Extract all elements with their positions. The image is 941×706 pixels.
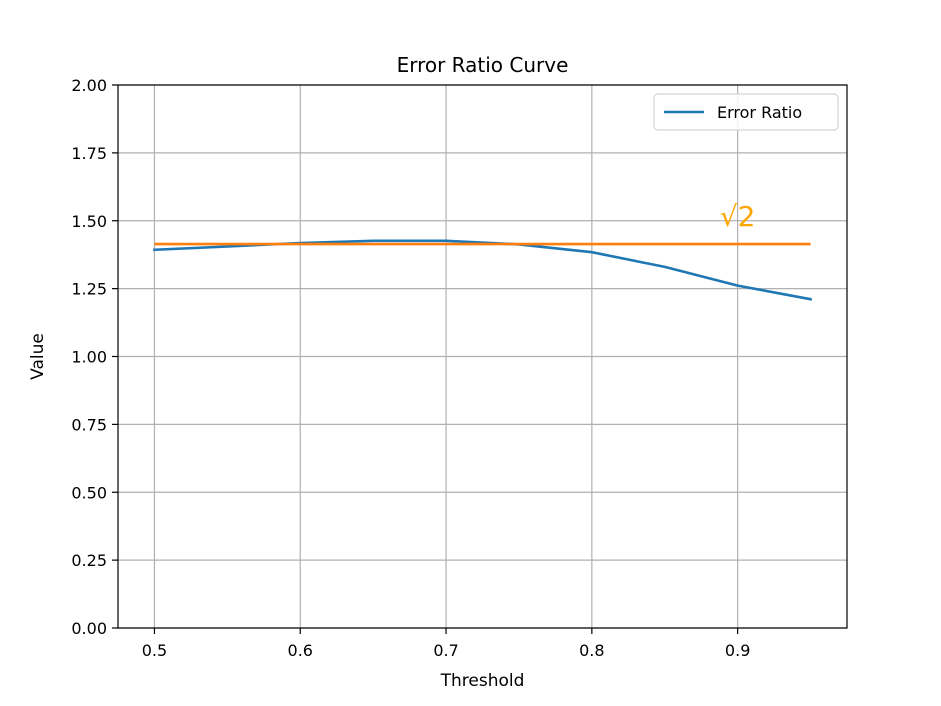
legend: Error Ratio [653, 93, 839, 131]
x-tick-label: 0.6 [288, 641, 313, 660]
y-tick-label: 0.50 [71, 483, 107, 502]
y-tick-label: 1.75 [71, 144, 107, 163]
y-tick-label: 1.25 [71, 280, 107, 299]
annotation-layer: √2 [720, 200, 756, 233]
series-layer [153, 239, 813, 301]
y-axis-label: Value [28, 333, 48, 380]
y-tick-label: 0.00 [71, 619, 107, 638]
x-tick-label: 0.5 [142, 641, 167, 660]
x-tick-label: 0.9 [725, 641, 750, 660]
x-tick-label: 0.8 [579, 641, 604, 660]
axis-ticks: 0.5 0.6 0.7 0.8 0.9 0.00 0.25 0.50 0.75 1.00 1.25 1… [71, 76, 750, 660]
y-tick-label: 0.25 [71, 551, 107, 570]
legend-box [653, 93, 839, 131]
y-tick-label: 1.00 [71, 348, 107, 367]
x-tick-label: 0.7 [433, 641, 458, 660]
chart-title: Error Ratio Curve [397, 53, 569, 77]
y-tick-label: 2.00 [71, 76, 107, 95]
y-tick-label: 0.75 [71, 415, 107, 434]
y-tick-label: 1.50 [71, 212, 107, 231]
x-axis-label: Threshold [440, 671, 525, 691]
legend-label-error-ratio: Error Ratio [717, 103, 802, 122]
sqrt2-annotation: √2 [720, 200, 756, 233]
